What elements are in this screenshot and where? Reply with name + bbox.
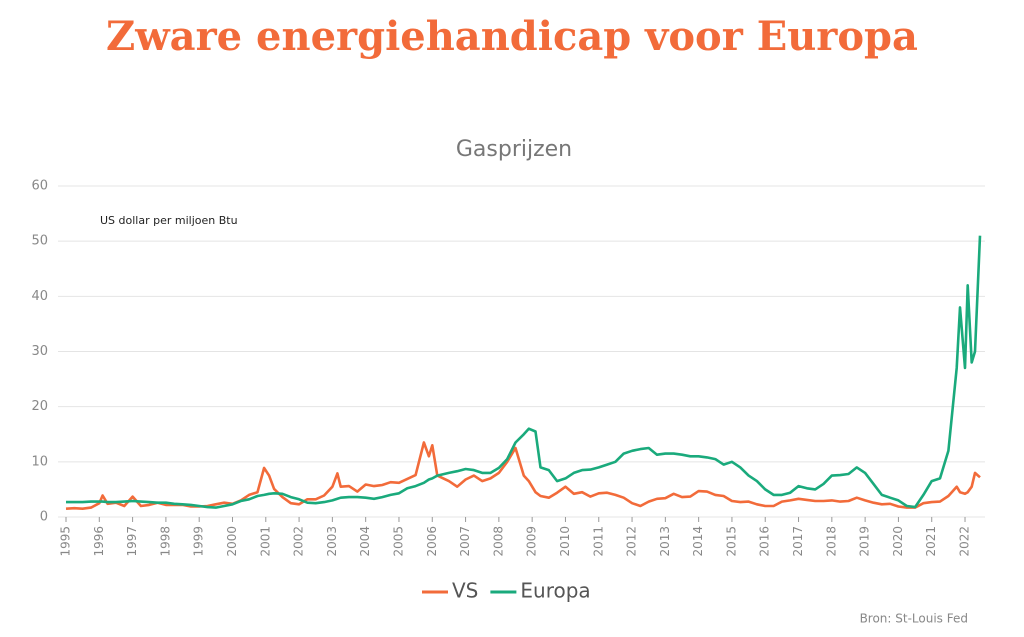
x-tick-label: 2017 [791,526,805,557]
x-tick-label: 2001 [258,526,272,557]
x-tick-label: 2006 [425,526,439,557]
y-tick-label: 0 [40,510,48,525]
x-tick-label: 2002 [292,526,306,557]
x-tick-label: 2005 [391,526,405,557]
x-tick-label: 2011 [591,526,605,557]
x-tick-label: 1997 [125,526,139,557]
legend-label: VS [452,579,478,603]
x-tick-label: 2000 [225,526,239,557]
y-tick-label: 20 [31,399,48,414]
x-tick-label: 2012 [625,526,639,557]
legend-label: Europa [520,579,590,603]
x-tick-label: 2010 [558,526,572,557]
x-tick-label: 2020 [891,526,905,557]
y-axis-label: US dollar per miljoen Btu [100,214,238,227]
x-tick-label: 1996 [92,526,106,557]
y-tick-label: 60 [31,179,48,194]
x-tick-label: 2008 [491,526,505,557]
y-tick-label: 50 [31,234,48,249]
x-tick-label: 1999 [192,526,206,557]
x-tick-label: 2007 [458,526,472,557]
line-series [66,235,982,509]
chart-subtitle: Gasprijzen [456,137,572,162]
x-tick-label: 2013 [658,526,672,557]
x-tick-label: 1995 [59,526,73,557]
x-tick-label: 1998 [158,526,172,557]
y-tick-label: 10 [31,454,48,469]
x-tick-label: 2021 [924,526,938,557]
x-tick-label: 2016 [758,526,772,557]
y-tick-label: 40 [31,289,48,304]
x-tick-label: 2009 [525,526,539,557]
source: Bron: St-Louis Fed [860,612,968,626]
x-tick-label: 2003 [325,526,339,557]
x-tick-label: 2019 [858,526,872,557]
chart-title: Zware energiehandicap voor Europa [106,13,918,60]
x-tick-label: 2015 [724,526,738,557]
x-tick-label: 2014 [691,526,705,557]
x-tick-label: 2022 [958,526,972,557]
x-tick-label: 2004 [358,526,372,557]
y-tick-label: 30 [31,344,48,359]
x-tick-label: 2018 [824,526,838,557]
line-series [65,441,981,510]
